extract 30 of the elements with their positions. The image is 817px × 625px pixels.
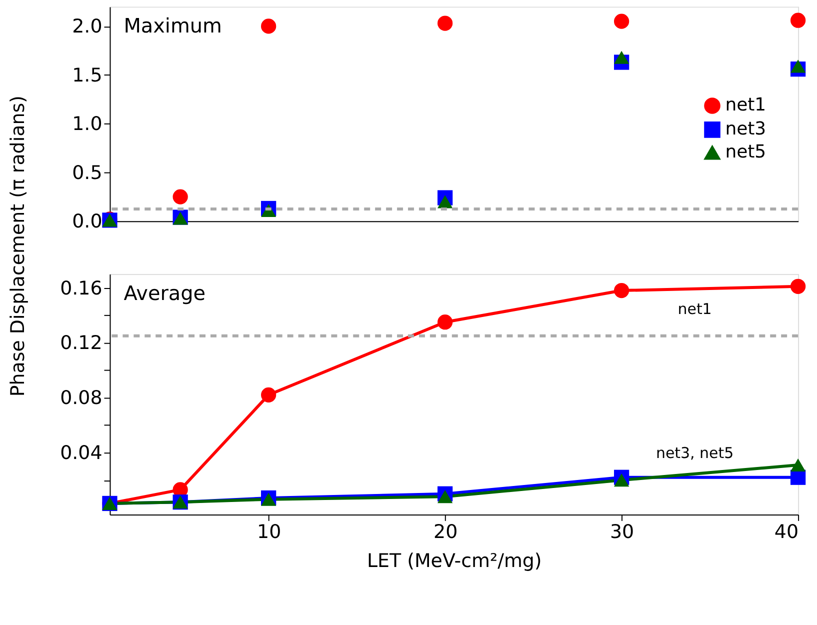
y-tick-label: 0.0 — [72, 210, 102, 233]
y-tick-label: 0.08 — [60, 387, 102, 410]
y-tick-label: 0.04 — [60, 442, 102, 464]
y-tick-label: 0.12 — [60, 332, 102, 354]
chart-title: Maximum — [124, 14, 222, 38]
point — [790, 60, 806, 73]
y-axis-title: Phase Displacement (π radians) — [6, 96, 29, 397]
legend-label: net1 — [725, 94, 766, 116]
y-tick-label: 1.5 — [72, 64, 102, 86]
point — [614, 14, 630, 29]
legend-label: net3 — [725, 118, 766, 140]
chart-title: Average — [124, 280, 206, 305]
x-tick-label: 40 — [774, 520, 799, 543]
x-tick-label: 20 — [434, 520, 458, 543]
point — [438, 195, 453, 208]
y-tick-label: 2.0 — [72, 16, 102, 38]
legend-label: net5 — [725, 142, 766, 163]
point — [614, 50, 630, 64]
point — [172, 189, 188, 204]
annotation: net3, net5 — [656, 444, 734, 462]
point — [790, 12, 806, 28]
y-tick-label: 1.0 — [72, 113, 102, 136]
point — [261, 18, 276, 34]
y-tick-label: 0.16 — [60, 277, 102, 300]
x-axis-title: LET (MeV-cm²/mg) — [366, 550, 542, 572]
point — [438, 16, 453, 31]
annotation: net1 — [678, 300, 712, 318]
x-tick-label: 10 — [257, 520, 282, 543]
y-tick-label: 0.5 — [72, 162, 102, 184]
x-tick-label: 30 — [610, 520, 634, 543]
